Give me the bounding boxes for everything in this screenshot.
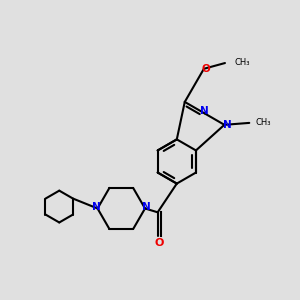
Text: N: N xyxy=(200,106,209,116)
Text: CH₃: CH₃ xyxy=(235,58,250,67)
Text: O: O xyxy=(201,64,210,74)
Text: N: N xyxy=(92,202,101,212)
Text: O: O xyxy=(154,238,164,248)
Text: N: N xyxy=(223,120,231,130)
Text: CH₃: CH₃ xyxy=(255,118,271,127)
Text: N: N xyxy=(142,202,151,212)
